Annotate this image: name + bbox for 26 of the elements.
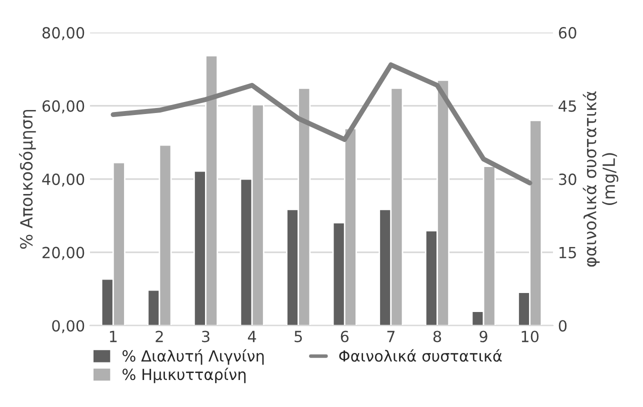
y2-axis-title: φαινολικά συστατικά (mg/L) — [582, 91, 618, 267]
x-tick-label: 2 — [156, 330, 163, 342]
x-tick-label: 8 — [433, 330, 442, 342]
line-series — [110, 62, 532, 186]
y2-tick-label: 45 — [558, 100, 576, 112]
y2-tick-label: 60 — [558, 27, 576, 39]
x-tick-label: 1 — [110, 330, 117, 342]
y-axis-title: % Αποικοδόμηση — [19, 110, 36, 249]
x-tick-label: 5 — [294, 330, 302, 342]
x-tick-label: 7 — [387, 330, 394, 342]
x-tick-label: 4 — [248, 330, 256, 342]
y-tick-label: 0,00 — [52, 320, 84, 334]
y2-tick-label: 0 — [558, 320, 567, 332]
x-tick-label: 6 — [340, 330, 349, 342]
y-tick-label: 80,00 — [42, 27, 84, 40]
y-tick-label: 20,00 — [42, 246, 84, 260]
y2-tick-label: 30 — [559, 174, 576, 186]
x-tick-label: 9 — [480, 330, 488, 342]
x-tick-label: 10 — [522, 330, 539, 342]
x-tick-label: 3 — [202, 330, 210, 342]
y2-tick-label: 15 — [560, 247, 576, 258]
legend-label: % Ημικυτταρίνη — [122, 368, 246, 384]
legend-label: Φαινολικά συστατικά — [339, 349, 502, 362]
legend-label: % Διαλυτή Λιγνίνη — [122, 349, 264, 365]
y-tick-label: 40,00 — [42, 174, 84, 187]
y-tick-label: 60,00 — [42, 100, 84, 114]
